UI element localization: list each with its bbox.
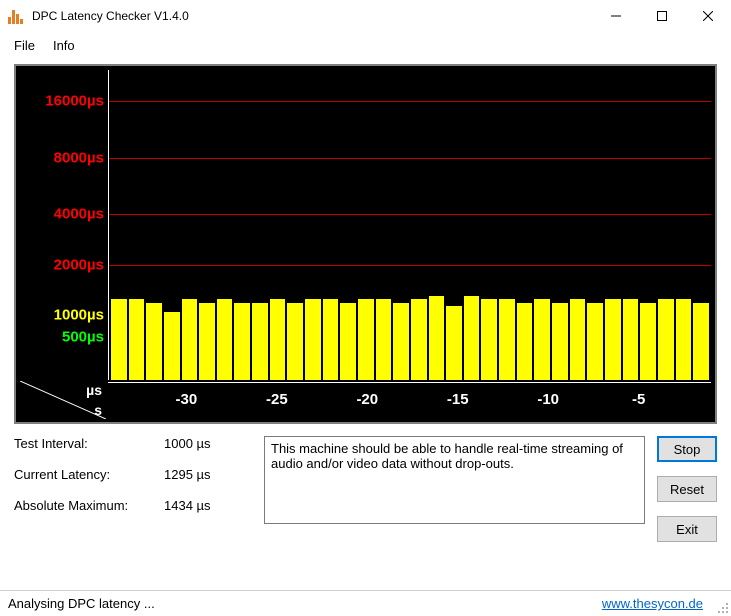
menu-info[interactable]: Info xyxy=(53,38,75,53)
ytick-label: 16000µs xyxy=(24,93,104,110)
latency-bar xyxy=(164,312,180,380)
latency-bar xyxy=(411,299,427,380)
current-latency-value: 1295 µs xyxy=(164,467,211,482)
ytick-label: 500µs xyxy=(24,328,104,345)
y-unit-label: µs xyxy=(86,382,102,398)
maximize-button[interactable] xyxy=(639,0,685,32)
xtick-label: -5 xyxy=(632,391,645,408)
xtick-label: -10 xyxy=(537,391,559,408)
latency-bar xyxy=(570,299,586,380)
latency-bar xyxy=(587,303,603,381)
ytick-label: 2000µs xyxy=(24,256,104,273)
latency-bar xyxy=(182,299,198,380)
latency-bar xyxy=(534,299,550,380)
latency-bar xyxy=(393,303,409,381)
menu-file[interactable]: File xyxy=(14,38,35,53)
xtick-label: -30 xyxy=(176,391,198,408)
latency-bar xyxy=(640,303,656,381)
resize-grip-icon[interactable] xyxy=(715,600,729,614)
latency-bar xyxy=(305,299,321,380)
xtick-label: -20 xyxy=(356,391,378,408)
xtick-label: -15 xyxy=(447,391,469,408)
latency-bar xyxy=(358,299,374,380)
ytick-label: 4000µs xyxy=(24,206,104,223)
latency-bar xyxy=(270,299,286,380)
reset-button[interactable]: Reset xyxy=(657,476,717,502)
latency-bar xyxy=(623,299,639,380)
latency-bar xyxy=(676,299,692,380)
menubar: File Info xyxy=(0,32,731,58)
minimize-button[interactable] xyxy=(593,0,639,32)
stats-panel: Test Interval: 1000 µs Current Latency: … xyxy=(14,436,252,542)
absolute-max-label: Absolute Maximum: xyxy=(14,498,164,513)
statusbar: Analysing DPC latency ... www.thesycon.d… xyxy=(0,590,731,616)
latency-bar xyxy=(340,303,356,381)
latency-bar xyxy=(499,299,515,380)
latency-bar xyxy=(658,299,674,380)
current-latency-label: Current Latency: xyxy=(14,467,164,482)
exit-button[interactable]: Exit xyxy=(657,516,717,542)
latency-bar xyxy=(481,299,497,380)
latency-bar xyxy=(464,296,480,380)
latency-bar xyxy=(111,299,127,380)
latency-bar xyxy=(552,303,568,381)
status-text: Analysing DPC latency ... xyxy=(8,596,155,611)
interval-label: Test Interval: xyxy=(14,436,164,451)
axis-unit-corner: µs s xyxy=(20,381,106,419)
latency-bar xyxy=(605,299,621,380)
latency-bar xyxy=(517,303,533,381)
window-title: DPC Latency Checker V1.4.0 xyxy=(32,9,189,23)
chart-bars xyxy=(111,70,709,380)
latency-bar xyxy=(693,303,709,381)
website-link[interactable]: www.thesycon.de xyxy=(602,596,703,611)
absolute-max-value: 1434 µs xyxy=(164,498,211,513)
latency-bar xyxy=(234,303,250,381)
latency-bar xyxy=(287,303,303,381)
app-icon xyxy=(8,8,24,24)
latency-bar xyxy=(146,303,162,381)
ytick-label: 8000µs xyxy=(24,149,104,166)
latency-bar xyxy=(217,299,233,380)
stop-button[interactable]: Stop xyxy=(657,436,717,462)
interval-value: 1000 µs xyxy=(164,436,211,451)
latency-chart: 16000µs 8000µs 4000µs 2000µs 1000µs 500µs µs … xyxy=(14,64,717,424)
titlebar: DPC Latency Checker V1.4.0 xyxy=(0,0,731,32)
status-message: This machine should be able to handle re… xyxy=(264,436,645,524)
chart-plot xyxy=(108,70,711,380)
latency-bar xyxy=(323,299,339,380)
latency-bar xyxy=(199,303,215,381)
latency-bar xyxy=(129,299,145,380)
xtick-label: -25 xyxy=(266,391,288,408)
x-unit-label: s xyxy=(94,402,102,418)
latency-bar xyxy=(376,299,392,380)
close-button[interactable] xyxy=(685,0,731,32)
latency-bar xyxy=(429,296,445,380)
latency-bar xyxy=(252,303,268,381)
ytick-label: 1000µs xyxy=(24,306,104,323)
chart-xaxis: µs s -30-25-20-15-10-5 xyxy=(108,382,711,418)
latency-bar xyxy=(446,306,462,380)
